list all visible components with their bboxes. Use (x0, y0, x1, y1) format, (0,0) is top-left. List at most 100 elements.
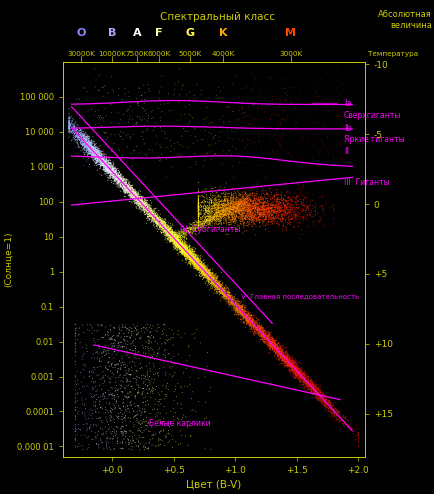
Point (275, 211, 282, 219)
Point (267, 204, 274, 212)
Point (205, 216, 212, 224)
Point (198, 264, 205, 272)
Point (195, 221, 202, 229)
Point (266, 339, 273, 347)
Point (121, 392, 128, 400)
Point (126, 191, 133, 199)
Point (275, 349, 282, 357)
Point (273, 189, 280, 197)
Point (204, 202, 210, 210)
Point (66, 122, 72, 129)
Point (90, 146, 97, 154)
Point (262, 338, 269, 346)
Point (268, 188, 275, 196)
Point (100, 349, 107, 357)
Point (117, 171, 124, 179)
Point (313, 387, 320, 395)
Point (77, 338, 84, 346)
Point (207, 272, 214, 280)
Point (187, 255, 194, 263)
Point (136, 203, 143, 210)
Point (77, 131, 84, 139)
Point (195, 199, 202, 206)
Point (239, 205, 246, 213)
Point (92, 151, 99, 159)
Point (214, 216, 221, 224)
Point (284, 356, 291, 364)
Point (87, 150, 94, 158)
Point (106, 354, 113, 362)
Point (155, 221, 162, 229)
Point (206, 271, 213, 279)
Point (207, 195, 214, 203)
Point (300, 202, 307, 209)
Point (245, 211, 252, 219)
Point (266, 343, 273, 351)
Point (74, 390, 81, 398)
Point (183, 234, 190, 242)
Point (141, 150, 148, 158)
Point (132, 189, 138, 197)
Point (286, 358, 293, 366)
Point (150, 385, 157, 393)
Point (149, 206, 156, 214)
Point (213, 282, 220, 289)
Point (257, 323, 264, 331)
Point (230, 198, 237, 206)
Point (158, 219, 164, 227)
Point (260, 333, 267, 341)
Point (266, 185, 273, 193)
Point (78, 134, 85, 142)
Point (319, 389, 326, 397)
Text: 30000K: 30000K (67, 51, 95, 57)
Point (247, 184, 253, 192)
Point (188, 419, 195, 427)
Point (218, 287, 225, 294)
Point (227, 294, 234, 302)
Point (138, 200, 145, 208)
Point (213, 206, 220, 214)
Point (166, 238, 173, 246)
Point (72, 119, 79, 126)
Point (78, 139, 85, 147)
Point (149, 211, 156, 219)
Point (158, 226, 165, 234)
Point (296, 196, 303, 204)
Point (260, 335, 266, 343)
Point (115, 171, 122, 179)
Point (82, 136, 89, 144)
Point (162, 230, 169, 238)
Point (149, 435, 156, 443)
Point (273, 136, 280, 144)
Point (164, 230, 171, 238)
Point (180, 243, 187, 250)
Point (243, 194, 250, 202)
Point (244, 315, 251, 323)
Point (186, 229, 193, 237)
Point (116, 177, 123, 185)
Point (197, 264, 204, 272)
Point (189, 253, 196, 261)
Point (269, 335, 276, 343)
Point (145, 207, 152, 215)
Point (335, 96, 342, 104)
Point (125, 182, 132, 190)
Point (164, 225, 171, 233)
Point (236, 199, 243, 206)
Point (216, 210, 223, 218)
Point (149, 208, 156, 216)
Point (132, 189, 139, 197)
Point (191, 248, 198, 256)
Point (81, 143, 88, 151)
Point (203, 217, 210, 225)
Point (221, 211, 228, 219)
Point (182, 258, 189, 266)
Point (264, 330, 271, 338)
Point (154, 219, 161, 227)
Point (296, 368, 302, 375)
Point (216, 281, 223, 289)
Point (136, 193, 143, 201)
Point (249, 207, 256, 215)
Point (192, 259, 199, 267)
Point (212, 207, 219, 215)
